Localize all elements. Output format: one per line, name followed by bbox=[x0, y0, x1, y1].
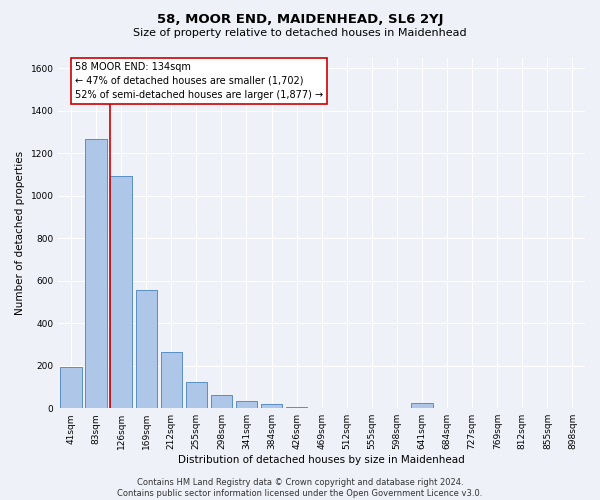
Bar bbox=[261, 404, 282, 408]
Y-axis label: Number of detached properties: Number of detached properties bbox=[15, 151, 25, 315]
Bar bbox=[161, 352, 182, 408]
Bar bbox=[136, 290, 157, 408]
Bar bbox=[85, 140, 107, 408]
Bar bbox=[412, 403, 433, 408]
Bar bbox=[110, 176, 132, 408]
Bar bbox=[286, 406, 307, 408]
Bar bbox=[185, 382, 207, 408]
X-axis label: Distribution of detached houses by size in Maidenhead: Distribution of detached houses by size … bbox=[178, 455, 465, 465]
Bar bbox=[60, 367, 82, 408]
Text: Size of property relative to detached houses in Maidenhead: Size of property relative to detached ho… bbox=[133, 28, 467, 38]
Bar bbox=[236, 401, 257, 408]
Text: 58 MOOR END: 134sqm
← 47% of detached houses are smaller (1,702)
52% of semi-det: 58 MOOR END: 134sqm ← 47% of detached ho… bbox=[76, 62, 323, 100]
Text: 58, MOOR END, MAIDENHEAD, SL6 2YJ: 58, MOOR END, MAIDENHEAD, SL6 2YJ bbox=[157, 12, 443, 26]
Text: Contains HM Land Registry data © Crown copyright and database right 2024.
Contai: Contains HM Land Registry data © Crown c… bbox=[118, 478, 482, 498]
Bar bbox=[211, 396, 232, 408]
